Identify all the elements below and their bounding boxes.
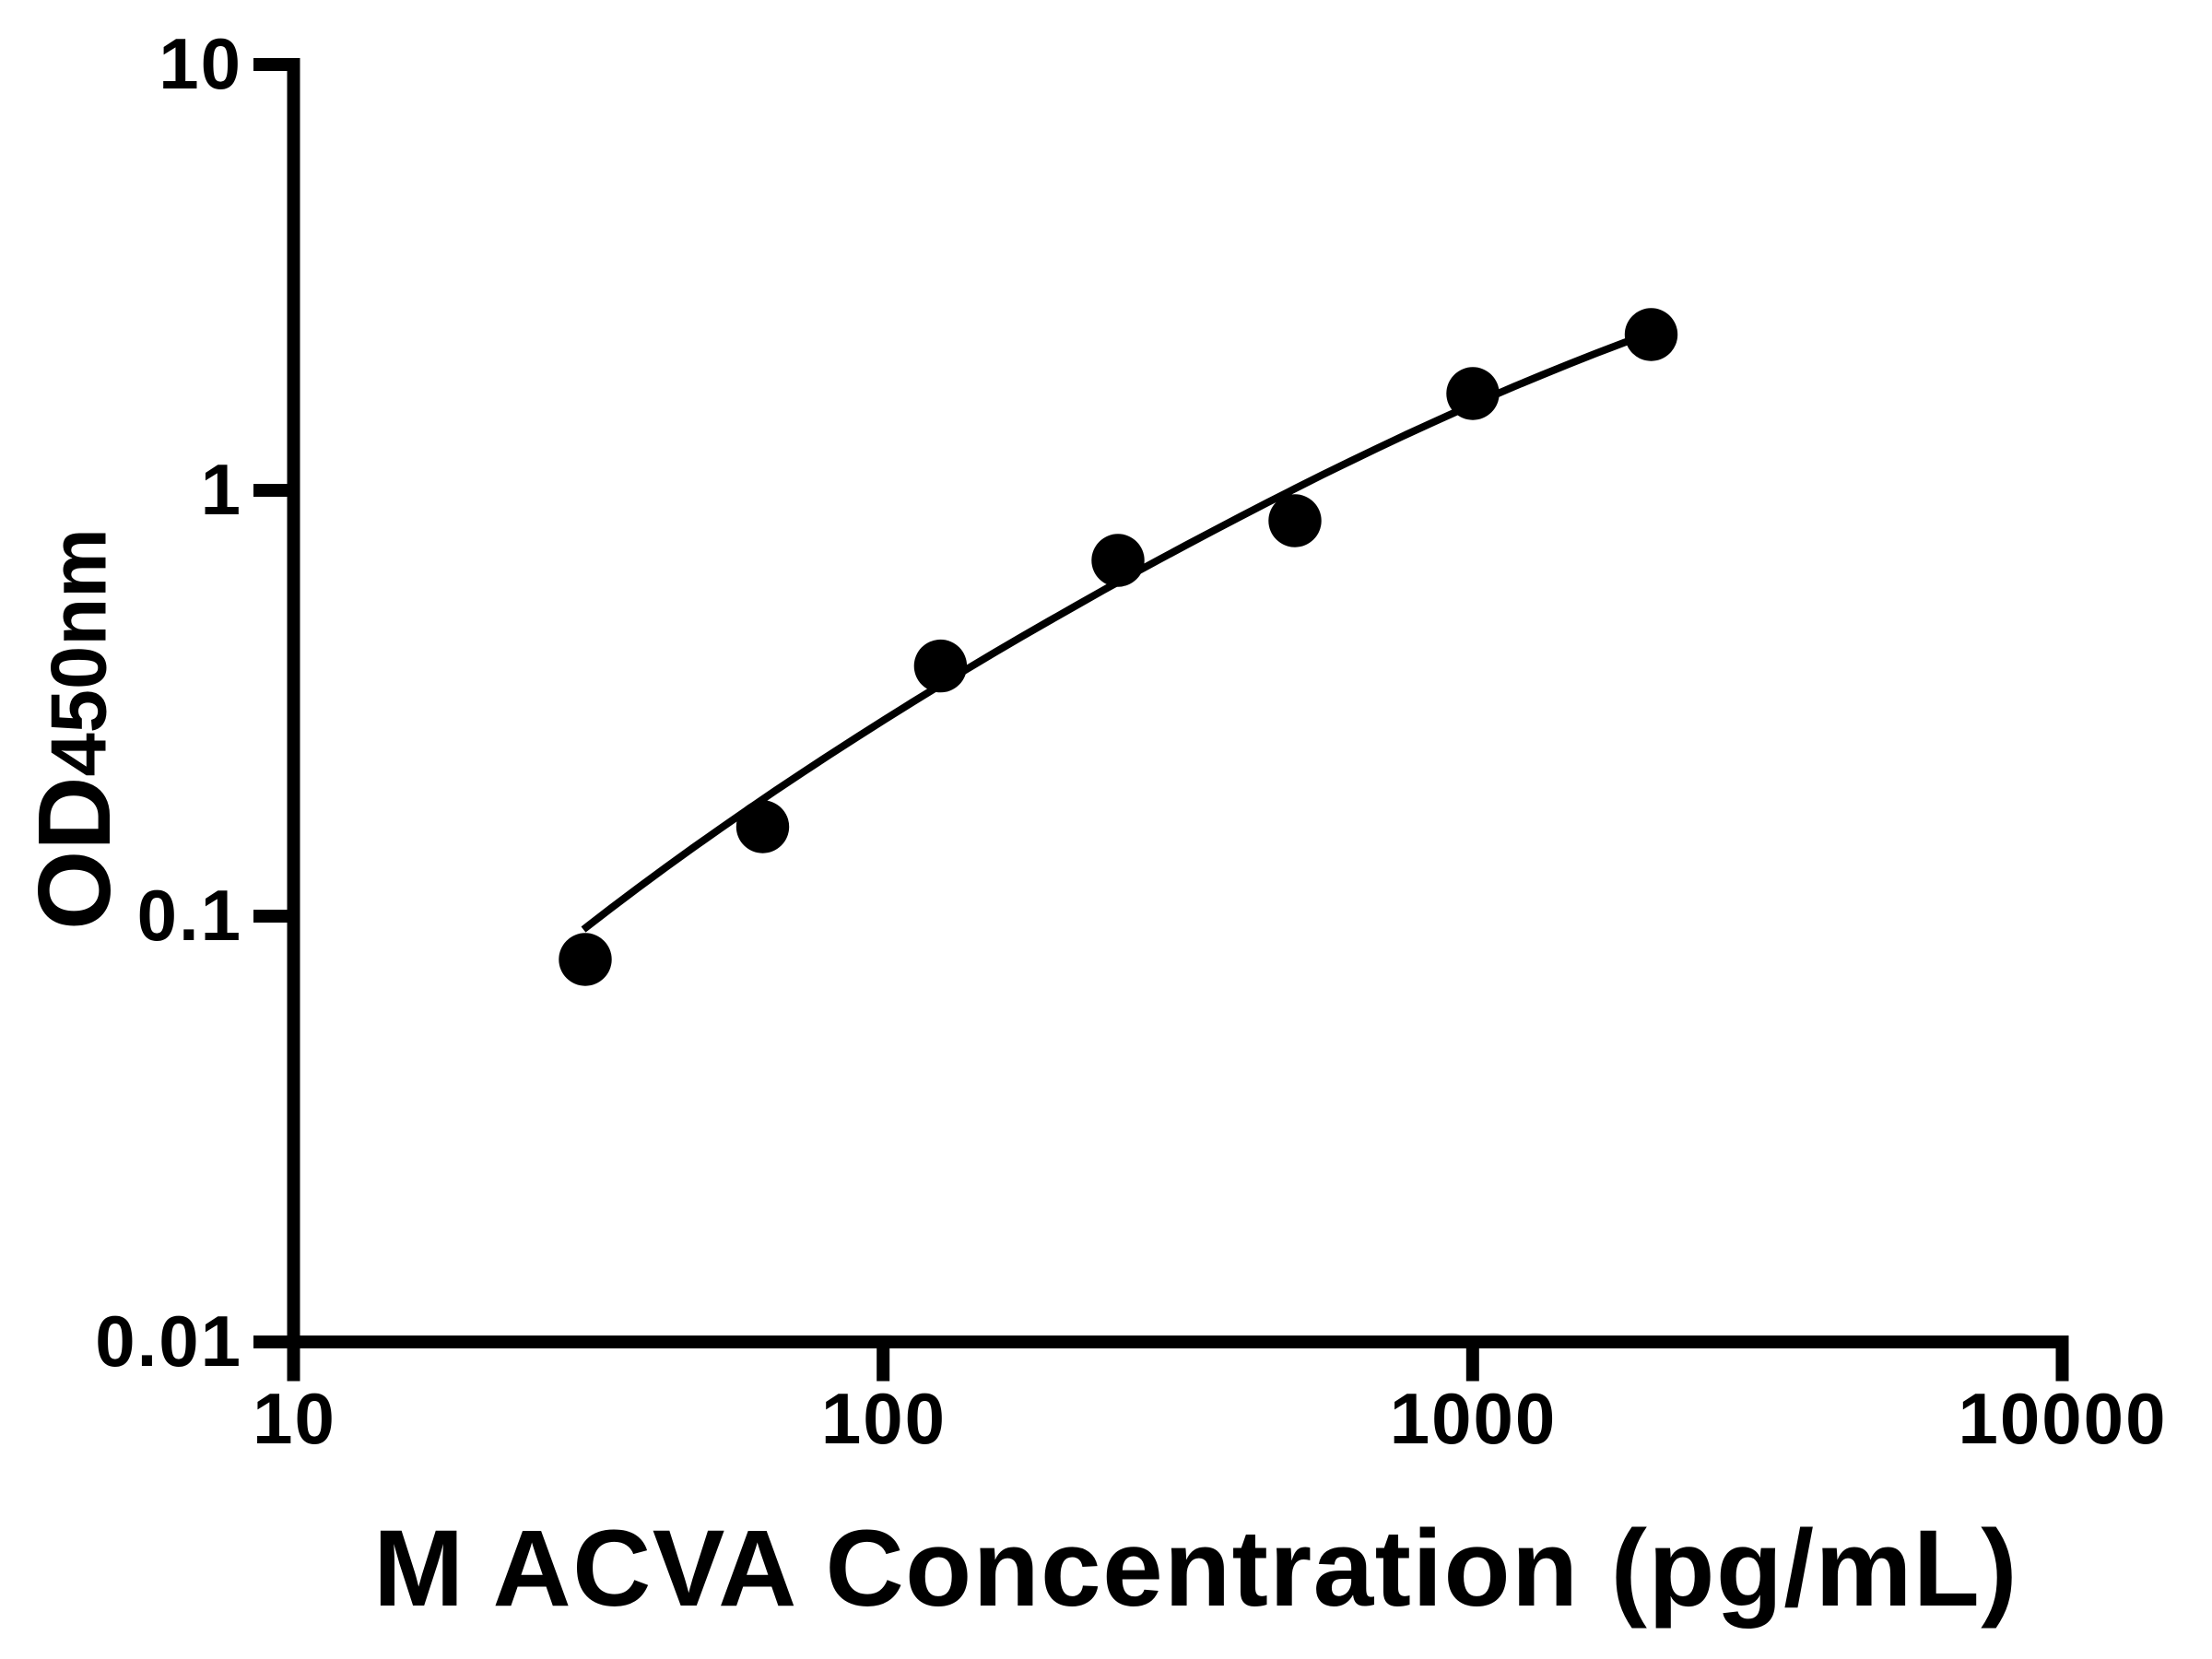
svg-text:M ACVA Concentration (pg/mL): M ACVA Concentration (pg/mL) [373,1508,2018,1630]
svg-text:0.01: 0.01 [95,1300,242,1382]
svg-text:OD450nm: OD450nm [18,528,132,930]
svg-text:100: 100 [821,1378,947,1459]
svg-text:10: 10 [159,23,242,104]
svg-text:10: 10 [253,1378,336,1459]
svg-text:1: 1 [201,449,242,530]
svg-text:1000: 1000 [1390,1378,1558,1459]
svg-text:10000: 10000 [1959,1378,2168,1459]
svg-text:0.1: 0.1 [137,875,242,956]
